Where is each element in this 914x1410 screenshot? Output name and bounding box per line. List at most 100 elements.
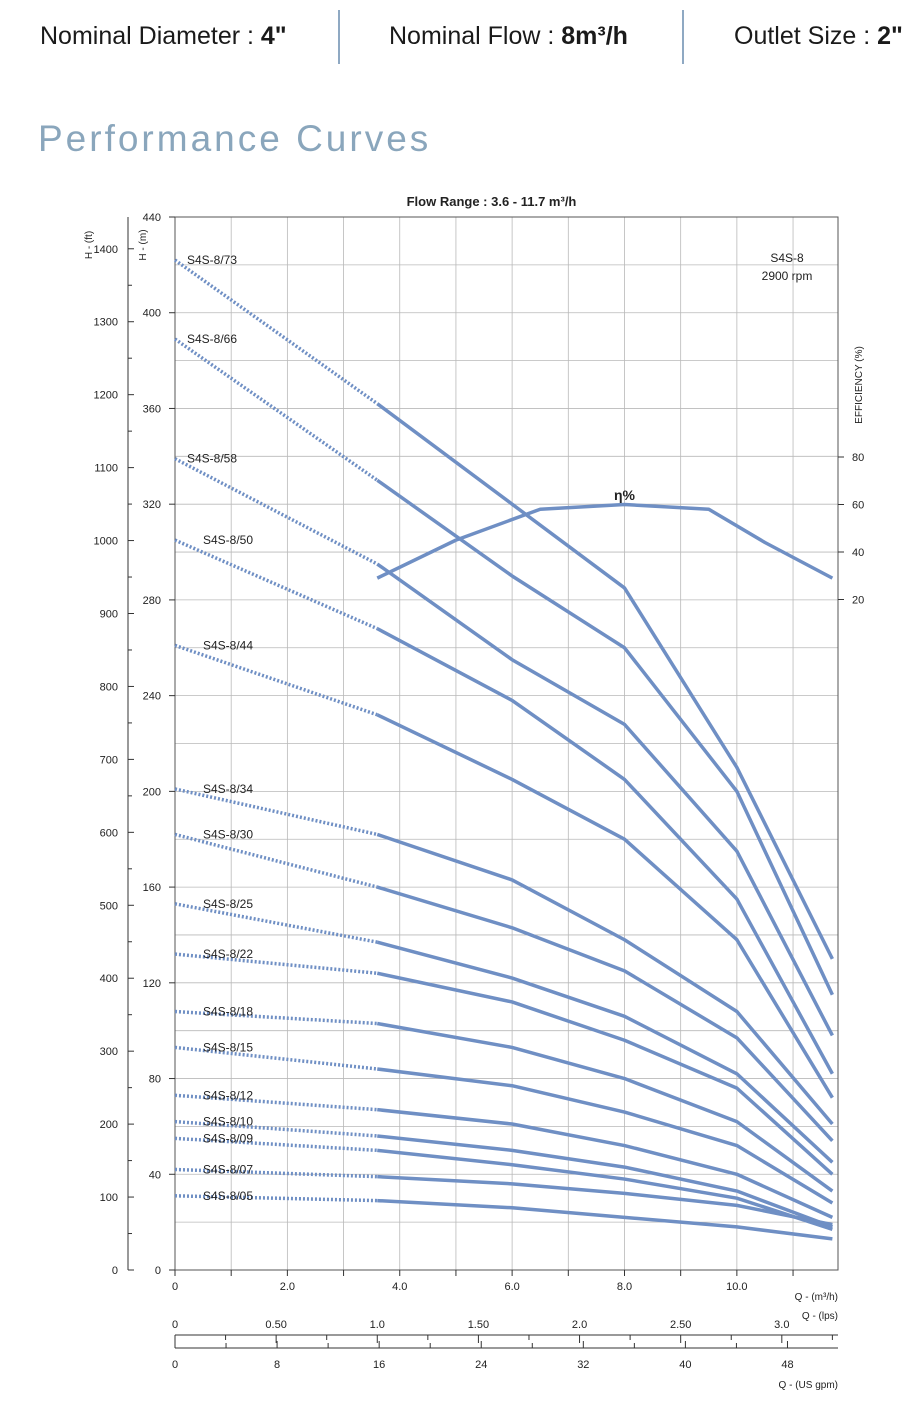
- y-tick-label-ft: 400: [100, 973, 118, 985]
- pump-curve: [377, 1198, 833, 1241]
- pump-curve-dotted: [174, 952, 378, 975]
- series-label: S4S-8/58: [187, 452, 237, 466]
- x-axis-label-m3h: Q - (m³/h): [795, 1292, 838, 1303]
- y-tick-label-m: 200: [143, 786, 161, 798]
- efficiency-curve: [376, 502, 834, 580]
- nominal-flow: Nominal Flow : 8m³/h: [389, 22, 628, 50]
- x-tick-label-lps: 0: [172, 1319, 178, 1331]
- y-axis-label-m: H - (m): [138, 229, 149, 260]
- y-tick-label-m: 320: [143, 499, 161, 511]
- pump-curve: [376, 478, 834, 996]
- pump-curve: [376, 402, 834, 960]
- pump-curve-dotted: [174, 538, 378, 631]
- nominal-diameter: Nominal Diameter : 4": [40, 22, 287, 50]
- pump-curve-dotted: [174, 643, 378, 717]
- y-tick-label-ft: 100: [100, 1192, 118, 1204]
- x-tick-label-lps: 1.0: [370, 1319, 385, 1331]
- x-tick-label-m3h: 2.0: [280, 1281, 295, 1293]
- y-tick-label-ft: 1300: [94, 317, 118, 329]
- y-axis-label-ft: H - (ft): [84, 231, 95, 259]
- pump-curve: [376, 971, 834, 1176]
- x-tick-label-gpm: 40: [679, 1359, 691, 1371]
- pump-curve-dotted: [174, 1136, 378, 1153]
- series-label: S4S-8/25: [203, 897, 253, 911]
- x-tick-label-lps: 1.50: [468, 1319, 489, 1331]
- y-tick-label-ft: 1400: [94, 244, 118, 256]
- x-tick-label-gpm: 24: [475, 1359, 487, 1371]
- x-tick-label-m3h: 4.0: [392, 1281, 407, 1293]
- pump-curve-dotted: [173, 258, 379, 406]
- y-tick-label-ft: 500: [100, 900, 118, 912]
- y-tick-label-ft: 900: [100, 609, 118, 621]
- pump-curve: [377, 1148, 833, 1231]
- efficiency-tick-label: 40: [852, 547, 864, 559]
- chart-title: Flow Range : 3.6 - 11.7 m³/h: [407, 194, 577, 209]
- y-tick-label-m: 40: [149, 1169, 161, 1181]
- y-tick-label-m: 400: [143, 308, 161, 320]
- series-label: S4S-8/12: [203, 1088, 253, 1102]
- x-tick-label-m3h: 6.0: [504, 1281, 519, 1293]
- series-label: S4S-8/18: [203, 1005, 253, 1019]
- efficiency-axis-label: EFFICIENCY (%): [854, 346, 865, 424]
- series-label: S4S-8/15: [203, 1040, 253, 1054]
- x-tick-label-lps: 3.0: [774, 1319, 789, 1331]
- y-tick-label-ft: 1100: [94, 463, 118, 475]
- y-tick-label-ft: 600: [100, 827, 118, 839]
- spec-header: Nominal Diameter : 4" Nominal Flow : 8m³…: [0, 10, 914, 64]
- pump-curve-dotted: [174, 1093, 378, 1112]
- pump-curve: [376, 885, 834, 1142]
- series-label: S4S-8/09: [203, 1131, 253, 1145]
- outlet-size: Outlet Size : 2": [734, 22, 903, 50]
- speed-label: 2900 rpm: [762, 269, 813, 283]
- pump-curve-dotted: [174, 1194, 378, 1203]
- efficiency-tick-label: 80: [852, 452, 864, 464]
- x-tick-label-lps: 2.50: [670, 1319, 691, 1331]
- x-tick-label-m3h: 8.0: [617, 1281, 632, 1293]
- pump-curve: [377, 1067, 834, 1205]
- y-tick-label-m: 0: [155, 1265, 161, 1277]
- x-tick-label-lps: 2.0: [572, 1319, 587, 1331]
- pump-curve-dotted: [174, 1045, 378, 1071]
- series-label: S4S-8/50: [203, 533, 253, 547]
- series-label: S4S-8/73: [187, 253, 237, 267]
- series-label: S4S-8/22: [203, 947, 253, 961]
- pump-curve: [376, 562, 834, 1037]
- series-label: S4S-8/44: [203, 638, 253, 652]
- y-tick-label-ft: 0: [112, 1265, 118, 1277]
- header-divider: [338, 10, 340, 64]
- x-tick-label-m3h: 10.0: [726, 1281, 747, 1293]
- series-label: S4S-8/10: [203, 1115, 253, 1129]
- pump-curve-dotted: [174, 1167, 378, 1179]
- x-axis-label-lps: Q - (lps): [802, 1311, 838, 1322]
- pump-curve: [376, 1021, 834, 1193]
- pump-curve-dotted: [173, 337, 379, 482]
- pump-curve: [376, 627, 834, 1075]
- series-label: S4S-8/05: [203, 1189, 253, 1203]
- plot-frame: [174, 216, 839, 1271]
- y-tick-label-m: 80: [149, 1074, 161, 1086]
- x-tick-label-gpm: 32: [577, 1359, 589, 1371]
- x-tick-label-lps: 0.50: [265, 1319, 286, 1331]
- series-label: S4S-8/66: [187, 332, 237, 346]
- y-tick-label-ft: 200: [100, 1119, 118, 1131]
- pump-curve: [376, 940, 834, 1164]
- section-title: Performance Curves: [38, 118, 432, 159]
- pump-curve-dotted: [174, 832, 378, 889]
- pump-curve: [377, 1107, 834, 1219]
- y-tick-label-m: 120: [143, 978, 161, 990]
- y-tick-label-m: 160: [143, 882, 161, 894]
- y-tick-label-ft: 300: [100, 1046, 118, 1058]
- y-tick-label-m: 240: [143, 691, 161, 703]
- pump-curve-dotted: [174, 457, 379, 566]
- x-tick-label-gpm: 0: [172, 1359, 178, 1371]
- model-label: S4S-8: [770, 251, 804, 265]
- y-tick-label-m: 280: [143, 595, 161, 607]
- pump-curve: [376, 713, 834, 1099]
- x-tick-label-gpm: 16: [373, 1359, 385, 1371]
- pump-curve-dotted: [174, 1119, 378, 1138]
- x-tick-label-m3h: 0: [172, 1281, 178, 1293]
- pump-curve-dotted: [174, 1009, 378, 1026]
- x-axis-label-gpm: Q - (US gpm): [779, 1380, 838, 1391]
- series-label: S4S-8/30: [203, 827, 253, 841]
